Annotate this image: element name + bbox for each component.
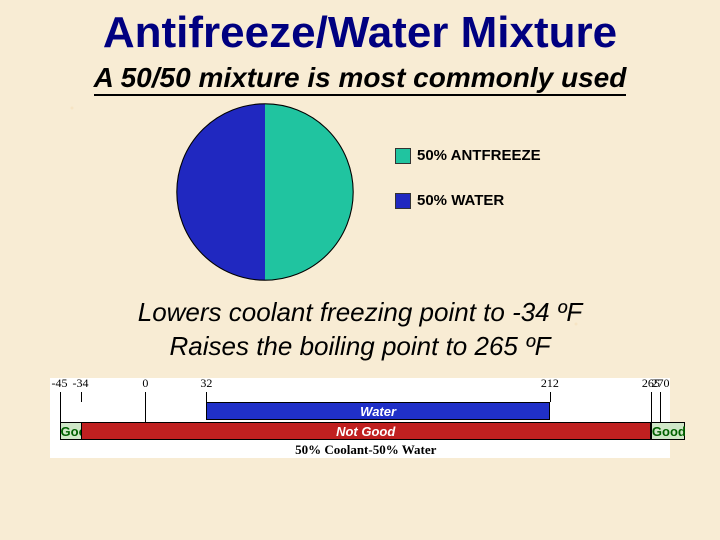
- good-band-right: Good: [651, 422, 685, 440]
- pie-chart-area: 50% ANTFREEZE 50% WATER: [0, 102, 720, 292]
- tick-label: 212: [541, 376, 559, 391]
- legend-swatch-antifreeze: [395, 148, 411, 164]
- legend-label-antifreeze: 50% ANTFREEZE: [417, 147, 541, 164]
- pie-chart: [175, 102, 355, 282]
- not-good-band: Not Good: [81, 422, 651, 440]
- legend-item-water: 50% WATER: [395, 192, 541, 209]
- legend-label-water: 50% WATER: [417, 192, 504, 209]
- bullet-freezing: Lowers coolant freezing point to -34 ºF: [0, 296, 720, 330]
- tick-label: 0: [142, 376, 148, 391]
- tick-label: -34: [73, 376, 89, 391]
- pie-legend: 50% ANTFREEZE 50% WATER: [395, 147, 541, 237]
- tick-label: 32: [200, 376, 212, 391]
- pie-slice-antifreeze: [265, 104, 353, 280]
- page-title: Antifreeze/Water Mixture: [0, 0, 720, 58]
- tick-mark: [81, 392, 82, 402]
- pie-slice-water: [177, 104, 265, 280]
- bullet-list: Lowers coolant freezing point to -34 ºF …: [0, 296, 720, 364]
- tick-label: -45: [52, 376, 68, 391]
- bullet-boiling: Raises the boiling point to 265 ºF: [0, 330, 720, 364]
- legend-item-antifreeze: 50% ANTFREEZE: [395, 147, 541, 164]
- tick-mark: [550, 392, 551, 402]
- tick-mark: [206, 392, 207, 402]
- page-subtitle: A 50/50 mixture is most commonly used: [94, 62, 627, 96]
- water-band: Water: [206, 402, 549, 420]
- temperature-range-diagram: -45-34032212265270WaterGoodNot GoodGood5…: [50, 378, 670, 458]
- coolant-mixture-label: 50% Coolant-50% Water: [295, 442, 436, 458]
- legend-swatch-water: [395, 193, 411, 209]
- tick-label: 270: [651, 376, 669, 391]
